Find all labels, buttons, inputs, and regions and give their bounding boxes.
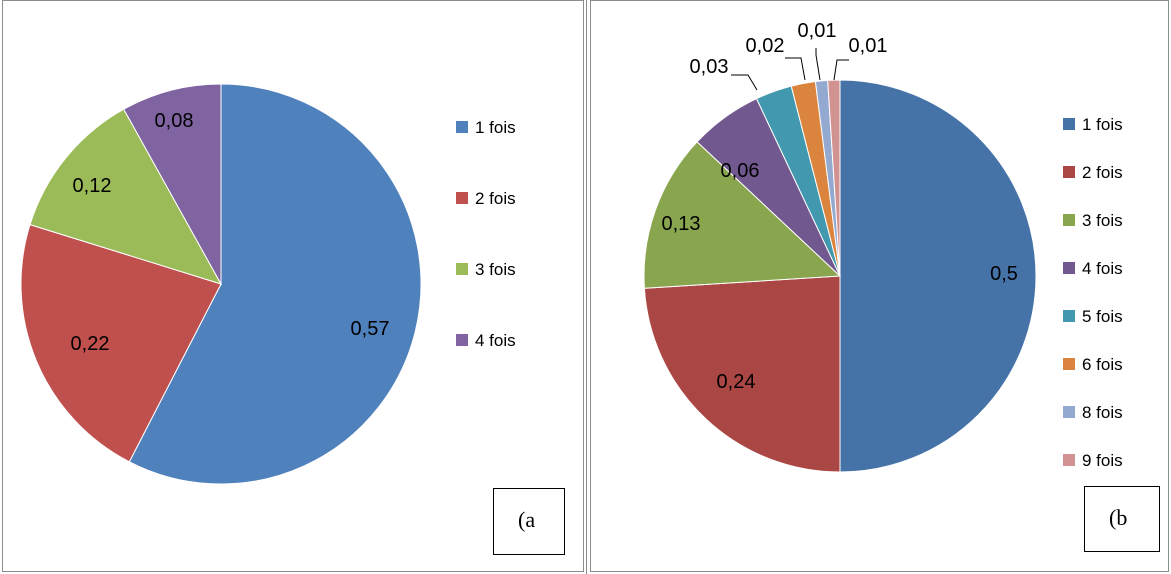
legend-swatch [456,121,468,133]
legend-swatch [456,192,468,204]
legend-label: 2 fois [475,189,516,208]
panel-label-box-a: (a [493,488,565,555]
pie-slice-3-fois [29,108,223,285]
pie-slice-2-fois [643,275,841,473]
panel-label-b: (b [1109,505,1128,530]
data-label: 0,01 [798,20,837,42]
panel-label-a: (a [518,507,536,532]
leader-line [785,57,806,81]
legend-label: 5 fois [1082,307,1123,326]
legend-label: 6 fois [1082,355,1123,374]
legend-swatch [1063,454,1075,466]
panel-label-box-b: (b [1084,486,1160,552]
legend-swatch [456,263,468,275]
pie-slice-2-fois [20,223,222,463]
data-label: 0,24 [717,371,756,393]
pie-a: 0,57 0,22 0,12 0,08 1 fois 2 fois 3 fois 4 fois [20,83,516,485]
data-label: 0,5 [990,263,1018,285]
legend-label: 9 fois [1082,451,1123,470]
legend-swatch [1063,166,1075,178]
pie-slice-4-fois [123,83,222,286]
pie-slice-9-fois [827,79,841,277]
leader-line [833,59,849,81]
legend-swatch [1063,262,1075,274]
pie-slice-3-fois [643,141,842,289]
legend-swatch [1063,358,1075,370]
legend-label: 1 fois [1082,115,1123,134]
pie-slice-1-fois [839,79,1037,473]
legend-label: 1 fois [475,118,516,137]
legend-swatch [1063,406,1075,418]
data-label: 0,06 [721,160,760,182]
panel-divider [586,0,587,574]
data-label: 0,22 [71,333,110,355]
pie-b: 0,5 0,24 0,13 0,06 0,03 0,02 0,01 0,01 1 fois 2 f… [643,20,1123,473]
legend-label: 2 fois [1082,163,1123,182]
legend-swatch [456,334,468,346]
data-label: 0,13 [662,213,701,235]
legend-swatch [1063,310,1075,322]
legend-label: 4 fois [1082,259,1123,278]
legend-swatch [1063,214,1075,226]
data-label: 0,57 [351,318,390,340]
data-label: 0,03 [690,56,729,78]
legend-label: 4 fois [475,331,516,350]
legend-label: 3 fois [475,260,516,279]
data-label: 0,02 [746,35,785,57]
leader-line [731,74,758,91]
pie-slice-1-fois [128,83,422,485]
data-label: 0,12 [73,175,112,197]
data-label: 0,08 [155,110,194,132]
legend-label: 8 fois [1082,403,1123,422]
leader-line [815,48,821,81]
data-label: 0,01 [849,35,888,57]
legend-swatch [1063,118,1075,130]
legend-label: 3 fois [1082,211,1123,230]
